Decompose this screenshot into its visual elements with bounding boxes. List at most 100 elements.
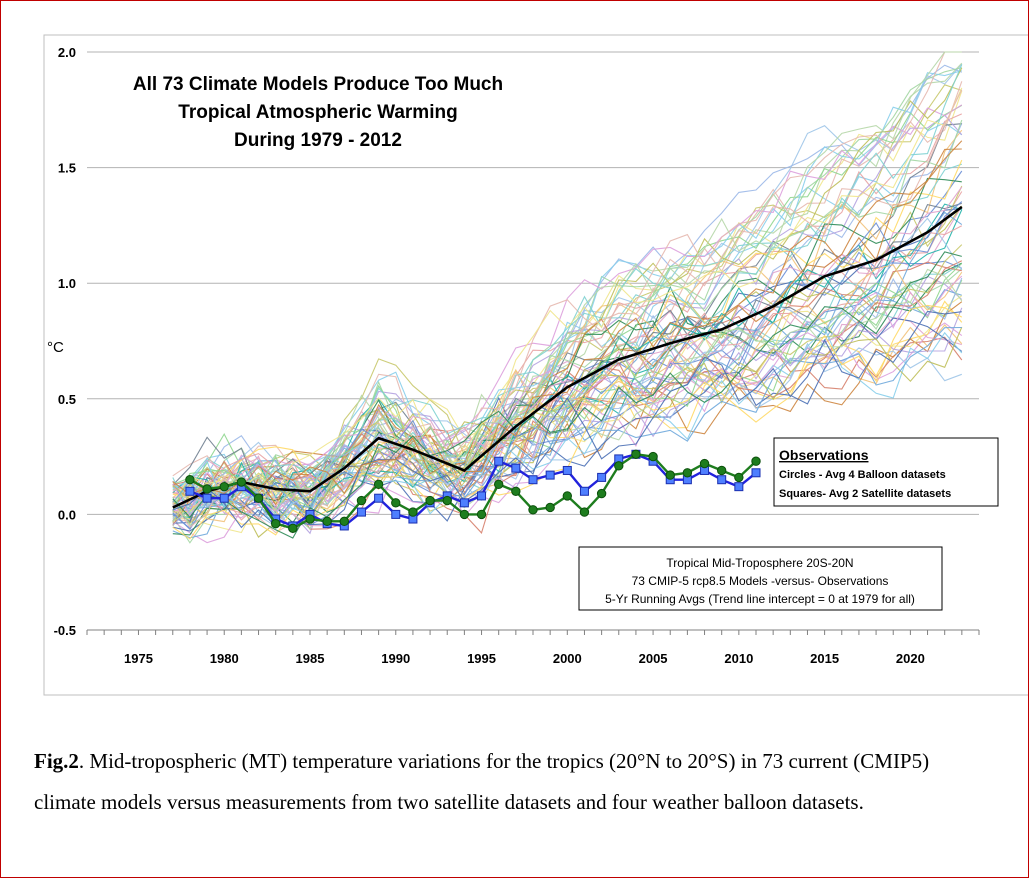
observations-legend-squares: Squares- Avg 2 Satellite datasets (779, 488, 951, 500)
balloon-point (459, 509, 470, 520)
balloon-point (545, 502, 555, 513)
balloon-point (253, 493, 264, 503)
chart-title-line-1: All 73 Climate Models Produce Too Much (133, 74, 503, 95)
satellite-point (579, 486, 589, 496)
info-box-line-1: Tropical Mid-Troposphere 20S-20N (666, 556, 853, 570)
satellite-point (751, 468, 761, 478)
satellite-point (459, 498, 469, 508)
balloon-point (631, 449, 641, 459)
x-tick-label: 2000 (553, 651, 582, 666)
y-tick-label: 0.5 (58, 392, 76, 407)
chart-title-line-2: Tropical Atmospheric Warming (178, 102, 457, 123)
info-box-line-2: 73 CMIP-5 rcp8.5 Models -versus- Observa… (632, 574, 889, 588)
model-line (172, 301, 963, 507)
balloon-point (596, 488, 607, 499)
observations-legend: Observations Circles - Avg 4 Balloon dat… (773, 437, 999, 507)
balloon-point (356, 495, 367, 506)
balloon-point (305, 514, 315, 524)
balloon-point (219, 481, 229, 492)
x-tick-label: 1990 (381, 651, 410, 666)
x-tick-label: 2010 (724, 651, 753, 666)
balloon-point (511, 486, 521, 496)
balloon-point (562, 491, 573, 501)
model-line (172, 326, 963, 538)
satellite-point (202, 493, 212, 503)
balloon-point (476, 509, 487, 520)
balloon-point (493, 479, 504, 490)
model-line (172, 244, 963, 523)
observation-series (172, 205, 963, 533)
observations-legend-circles: Circles - Avg 4 Balloon datasets (779, 469, 946, 481)
satellite-point (734, 482, 744, 492)
model-line (172, 326, 962, 509)
satellite-point (494, 456, 504, 466)
balloon-point (391, 498, 401, 508)
satellite-avg-line (189, 453, 757, 528)
satellite-point (477, 491, 487, 501)
model-line (172, 317, 963, 532)
x-tick-label: 1985 (296, 651, 325, 666)
x-tick-label: 2005 (639, 651, 668, 666)
model-line (172, 324, 963, 505)
satellite-point (717, 475, 727, 485)
balloon-point (236, 477, 247, 487)
model-ensemble-lines (172, 51, 963, 544)
x-tick-label: 1975 (124, 651, 153, 666)
y-tick-label: 1.5 (58, 161, 76, 176)
satellite-point (511, 463, 521, 473)
balloon-point (339, 516, 350, 527)
axes: 2.0 1.5 1.0 0.5 0.0 -0.5 1975 1980 1985 1990 1995 2… (54, 45, 980, 666)
satellite-point (562, 465, 572, 475)
caption-text: . Mid-tropospheric (MT) temperature vari… (34, 749, 930, 814)
model-line (172, 217, 963, 528)
observations-legend-title: Observations (779, 447, 869, 463)
model-line (172, 140, 963, 496)
info-box-line-3: 5-Yr Running Avgs (Trend line intercept … (605, 592, 915, 606)
y-tick-label: 1.0 (58, 276, 76, 291)
model-line (172, 64, 963, 514)
y-tick-label: -0.5 (54, 623, 76, 638)
y-tick-label: 2.0 (58, 45, 76, 60)
satellite-point (528, 475, 538, 485)
chart-title: All 73 Climate Models Produce Too Much T… (133, 74, 503, 151)
balloon-point (425, 495, 435, 506)
balloon-point (699, 458, 710, 469)
balloon-point (373, 479, 384, 490)
figure-caption: Fig.2. Mid-tropospheric (MT) temperature… (34, 741, 994, 823)
balloon-point (322, 516, 332, 527)
balloon-point (288, 523, 298, 533)
satellite-point (356, 507, 366, 517)
x-tick-label: 2020 (896, 651, 925, 666)
balloon-avg-line (189, 453, 757, 530)
balloon-point (528, 505, 538, 515)
balloon-point (185, 475, 195, 485)
balloon-point (270, 518, 281, 529)
climate-model-chart: 2.0 1.5 1.0 0.5 0.0 -0.5 1975 1980 1985 1990 1995 2… (43, 34, 1028, 696)
satellite-point (391, 509, 401, 519)
model-line (172, 211, 963, 512)
balloon-point (202, 484, 212, 494)
balloon-point (442, 495, 452, 506)
satellite-point (185, 486, 195, 496)
balloon-point (579, 507, 590, 517)
balloon-point (734, 472, 744, 483)
model-line (172, 268, 963, 522)
satellite-point (219, 493, 229, 503)
model-line (172, 310, 962, 529)
x-tick-label: 1995 (467, 651, 496, 666)
model-line (172, 307, 963, 526)
satellite-point (597, 472, 607, 482)
caption-lead: Fig.2 (34, 749, 79, 773)
model-line (172, 202, 962, 493)
model-line (172, 104, 963, 512)
x-tick-label: 1980 (210, 651, 239, 666)
balloon-point (614, 461, 624, 471)
balloon-point (665, 470, 675, 480)
satellite-point (374, 493, 384, 503)
y-tick-label: 0.0 (58, 507, 76, 522)
chart-title-line-3: During 1979 - 2012 (234, 130, 402, 151)
model-mean-line (172, 205, 963, 509)
observations-legend-box (773, 437, 999, 507)
satellite-point (545, 470, 555, 480)
y-axis-label: °C (47, 339, 64, 356)
